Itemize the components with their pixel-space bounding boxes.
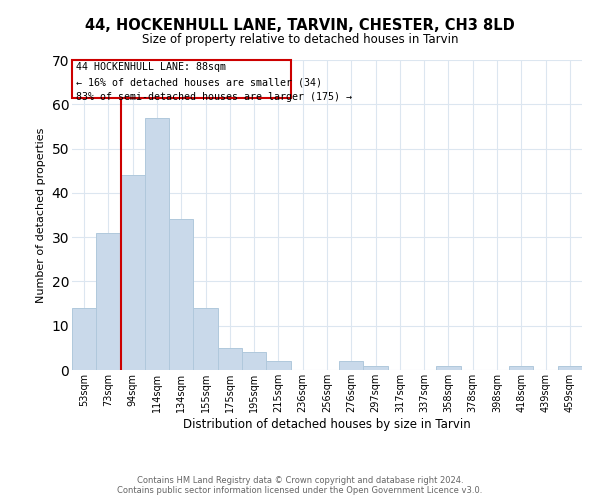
Bar [266,361,290,370]
Bar [193,308,218,370]
Bar [169,220,193,370]
Bar [364,366,388,370]
Bar [218,348,242,370]
Y-axis label: Number of detached properties: Number of detached properties [36,128,46,302]
Bar [96,232,121,370]
Bar [558,366,582,370]
Text: Contains HM Land Registry data © Crown copyright and database right 2024.
Contai: Contains HM Land Registry data © Crown c… [118,476,482,495]
Bar [339,361,364,370]
Bar [121,175,145,370]
Text: 44, HOCKENHULL LANE, TARVIN, CHESTER, CH3 8LD: 44, HOCKENHULL LANE, TARVIN, CHESTER, CH… [85,18,515,32]
Bar [145,118,169,370]
Bar [242,352,266,370]
Bar [509,366,533,370]
Bar [436,366,461,370]
X-axis label: Distribution of detached houses by size in Tarvin: Distribution of detached houses by size … [183,418,471,430]
Text: Size of property relative to detached houses in Tarvin: Size of property relative to detached ho… [142,32,458,46]
Bar [72,308,96,370]
Text: 44 HOCKENHULL LANE: 88sqm
← 16% of detached houses are smaller (34)
83% of semi-: 44 HOCKENHULL LANE: 88sqm ← 16% of detac… [76,62,352,102]
Bar [72,60,290,98]
